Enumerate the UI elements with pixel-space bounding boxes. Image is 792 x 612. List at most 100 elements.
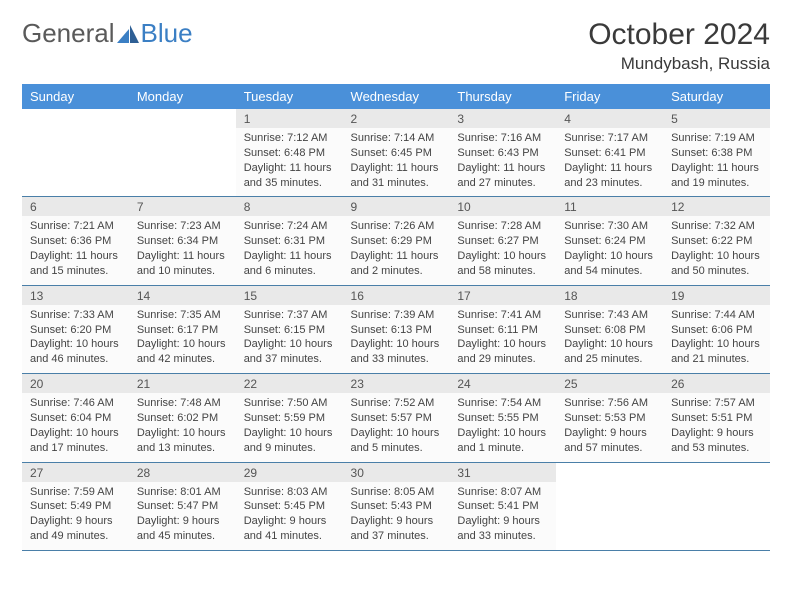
day-number-cell: 1 (236, 109, 343, 128)
sunrise-text: Sunrise: 7:30 AM (564, 219, 655, 234)
day-detail-cell: Sunrise: 8:05 AMSunset: 5:43 PMDaylight:… (343, 482, 450, 551)
day-number-cell: 30 (343, 462, 450, 482)
day-number-cell: 18 (556, 285, 663, 305)
daylight-text: Daylight: 9 hours and 57 minutes. (564, 426, 655, 456)
daynum-row: 6789101112 (22, 197, 770, 217)
sunrise-text: Sunrise: 8:07 AM (457, 485, 548, 500)
sunset-text: Sunset: 6:06 PM (671, 323, 762, 338)
daylight-text: Daylight: 10 hours and 9 minutes. (244, 426, 335, 456)
sunrise-text: Sunrise: 7:59 AM (30, 485, 121, 500)
day-detail-cell: Sunrise: 7:24 AMSunset: 6:31 PMDaylight:… (236, 216, 343, 285)
sunset-text: Sunset: 5:43 PM (351, 499, 442, 514)
sunrise-text: Sunrise: 7:33 AM (30, 308, 121, 323)
weekday-header: Tuesday (236, 84, 343, 109)
daylight-text: Daylight: 10 hours and 25 minutes. (564, 337, 655, 367)
day-number-cell: 13 (22, 285, 129, 305)
sunrise-text: Sunrise: 7:21 AM (30, 219, 121, 234)
day-detail-cell: Sunrise: 8:07 AMSunset: 5:41 PMDaylight:… (449, 482, 556, 551)
weekday-header: Saturday (663, 84, 770, 109)
day-number-cell: 17 (449, 285, 556, 305)
title-block: October 2024 Mundybash, Russia (588, 18, 770, 74)
sunrise-text: Sunrise: 7:56 AM (564, 396, 655, 411)
daylight-text: Daylight: 10 hours and 37 minutes. (244, 337, 335, 367)
day-number-cell: 12 (663, 197, 770, 217)
day-number-cell: 7 (129, 197, 236, 217)
detail-row: Sunrise: 7:59 AMSunset: 5:49 PMDaylight:… (22, 482, 770, 551)
daylight-text: Daylight: 9 hours and 33 minutes. (457, 514, 548, 544)
sunset-text: Sunset: 6:13 PM (351, 323, 442, 338)
day-number-cell: 29 (236, 462, 343, 482)
sunrise-text: Sunrise: 7:57 AM (671, 396, 762, 411)
daylight-text: Daylight: 9 hours and 45 minutes. (137, 514, 228, 544)
sunset-text: Sunset: 5:57 PM (351, 411, 442, 426)
day-detail-cell (22, 128, 129, 197)
sunrise-text: Sunrise: 7:12 AM (244, 131, 335, 146)
sunrise-text: Sunrise: 7:32 AM (671, 219, 762, 234)
day-number-cell (556, 462, 663, 482)
daynum-row: 2728293031 (22, 462, 770, 482)
day-detail-cell: Sunrise: 7:21 AMSunset: 6:36 PMDaylight:… (22, 216, 129, 285)
sunset-text: Sunset: 5:51 PM (671, 411, 762, 426)
sunrise-text: Sunrise: 7:52 AM (351, 396, 442, 411)
logo: General Blue (22, 18, 193, 49)
weekday-header: Wednesday (343, 84, 450, 109)
sunset-text: Sunset: 6:41 PM (564, 146, 655, 161)
daylight-text: Daylight: 10 hours and 42 minutes. (137, 337, 228, 367)
day-number-cell: 22 (236, 374, 343, 394)
sunset-text: Sunset: 6:20 PM (30, 323, 121, 338)
sunrise-text: Sunrise: 7:26 AM (351, 219, 442, 234)
daylight-text: Daylight: 10 hours and 29 minutes. (457, 337, 548, 367)
day-number-cell: 2 (343, 109, 450, 128)
sunrise-text: Sunrise: 8:03 AM (244, 485, 335, 500)
day-detail-cell: Sunrise: 7:16 AMSunset: 6:43 PMDaylight:… (449, 128, 556, 197)
daylight-text: Daylight: 11 hours and 19 minutes. (671, 161, 762, 191)
daylight-text: Daylight: 10 hours and 46 minutes. (30, 337, 121, 367)
sunset-text: Sunset: 6:36 PM (30, 234, 121, 249)
daylight-text: Daylight: 11 hours and 35 minutes. (244, 161, 335, 191)
sunrise-text: Sunrise: 8:05 AM (351, 485, 442, 500)
day-detail-cell (556, 482, 663, 551)
calendar-head: SundayMondayTuesdayWednesdayThursdayFrid… (22, 84, 770, 109)
day-number-cell: 26 (663, 374, 770, 394)
sunset-text: Sunset: 6:11 PM (457, 323, 548, 338)
day-number-cell: 3 (449, 109, 556, 128)
day-number-cell (22, 109, 129, 128)
day-detail-cell: Sunrise: 7:19 AMSunset: 6:38 PMDaylight:… (663, 128, 770, 197)
daylight-text: Daylight: 10 hours and 21 minutes. (671, 337, 762, 367)
sunset-text: Sunset: 6:02 PM (137, 411, 228, 426)
daylight-text: Daylight: 10 hours and 33 minutes. (351, 337, 442, 367)
sunset-text: Sunset: 6:43 PM (457, 146, 548, 161)
day-detail-cell: Sunrise: 7:14 AMSunset: 6:45 PMDaylight:… (343, 128, 450, 197)
detail-row: Sunrise: 7:12 AMSunset: 6:48 PMDaylight:… (22, 128, 770, 197)
day-detail-cell: Sunrise: 7:26 AMSunset: 6:29 PMDaylight:… (343, 216, 450, 285)
weekday-header: Monday (129, 84, 236, 109)
sunset-text: Sunset: 5:41 PM (457, 499, 548, 514)
day-detail-cell: Sunrise: 7:46 AMSunset: 6:04 PMDaylight:… (22, 393, 129, 462)
sunrise-text: Sunrise: 7:19 AM (671, 131, 762, 146)
daylight-text: Daylight: 9 hours and 53 minutes. (671, 426, 762, 456)
month-title: October 2024 (588, 18, 770, 52)
day-number-cell: 24 (449, 374, 556, 394)
logo-text-general: General (22, 18, 115, 49)
day-detail-cell: Sunrise: 7:48 AMSunset: 6:02 PMDaylight:… (129, 393, 236, 462)
location: Mundybash, Russia (588, 54, 770, 74)
sunset-text: Sunset: 6:04 PM (30, 411, 121, 426)
calendar-body: 12345Sunrise: 7:12 AMSunset: 6:48 PMDayl… (22, 109, 770, 550)
sunset-text: Sunset: 6:15 PM (244, 323, 335, 338)
day-detail-cell: Sunrise: 7:57 AMSunset: 5:51 PMDaylight:… (663, 393, 770, 462)
day-number-cell: 10 (449, 197, 556, 217)
day-detail-cell: Sunrise: 7:23 AMSunset: 6:34 PMDaylight:… (129, 216, 236, 285)
daynum-row: 12345 (22, 109, 770, 128)
day-number-cell: 31 (449, 462, 556, 482)
sunset-text: Sunset: 5:53 PM (564, 411, 655, 426)
day-detail-cell: Sunrise: 7:56 AMSunset: 5:53 PMDaylight:… (556, 393, 663, 462)
sunrise-text: Sunrise: 7:17 AM (564, 131, 655, 146)
day-number-cell: 8 (236, 197, 343, 217)
day-number-cell: 11 (556, 197, 663, 217)
daylight-text: Daylight: 11 hours and 15 minutes. (30, 249, 121, 279)
day-number-cell: 16 (343, 285, 450, 305)
header: General Blue October 2024 Mundybash, Rus… (22, 18, 770, 74)
sunrise-text: Sunrise: 7:43 AM (564, 308, 655, 323)
day-number-cell: 25 (556, 374, 663, 394)
sunrise-text: Sunrise: 7:54 AM (457, 396, 548, 411)
